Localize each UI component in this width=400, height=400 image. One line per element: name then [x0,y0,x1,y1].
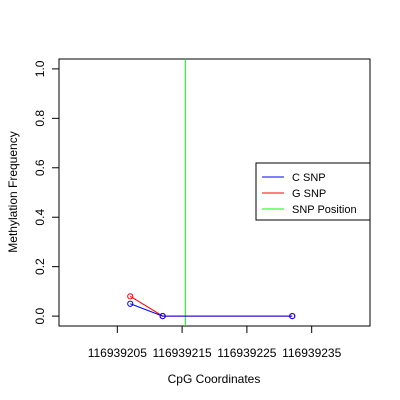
y-axis: 0.0 0.2 0.4 0.6 0.8 1.0 [33,60,59,324]
y-tick-label: 0.0 [33,307,47,324]
c-snp-line [130,303,293,317]
c-snp-point [127,300,134,307]
c-snp-point [159,313,166,320]
y-tick-label: 0.6 [33,159,47,176]
legend: C SNP G SNP SNP Position [255,162,371,221]
x-axis-title: CpG Coordinates [168,372,261,386]
legend-box [255,162,371,221]
legend-label: C SNP [292,172,326,184]
x-tick-label: 116939235 [282,346,342,360]
y-tick-label: 0.4 [33,209,47,226]
x-tick-label: 116939205 [88,346,148,360]
x-tick-label: 116939225 [217,346,277,360]
legend-label: SNP Position [292,204,357,216]
y-tick-label: 0.8 [33,110,47,127]
data-series [127,293,296,320]
legend-label: G SNP [292,188,326,200]
c-snp-point [289,313,296,320]
g-snp-point [127,293,134,300]
y-tick-label: 0.2 [33,258,47,275]
x-axis: 116939205 116939215 116939225 116939235 [88,326,342,360]
y-tick-label: 1.0 [33,60,47,77]
x-tick-label: 116939215 [153,346,213,360]
y-axis-title: Methylation Frequency [6,131,20,252]
